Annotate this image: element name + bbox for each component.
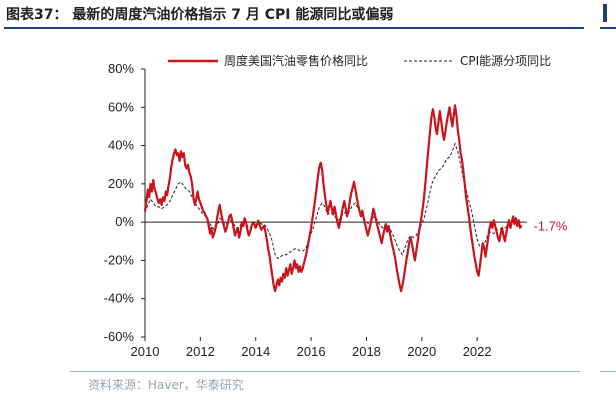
y-tick-label: 60% — [108, 99, 134, 114]
page-title: 图表37： 最新的周度汽油价格指示 7 月 CPI 能源同比或偏弱 — [6, 7, 394, 23]
chart-legend: 周度美国汽油零售价格同比 CPI能源分项同比 — [168, 53, 551, 68]
chart-lines — [143, 104, 523, 293]
title-divider-right — [600, 27, 616, 29]
x-tick-label: 2022 — [463, 344, 492, 359]
x-tick-label: 2016 — [297, 344, 326, 359]
chart-axes: 80% 60% 40% 20% 0% -20% -40% -60%2010 2012 2014 20… — [104, 61, 527, 359]
x-tick-label: 2010 — [131, 344, 160, 359]
edge-marker — [603, 4, 607, 22]
legend-label-gasoline: 周度美国汽油零售价格同比 — [224, 53, 368, 68]
y-tick-label: 0% — [115, 214, 134, 229]
y-tick-label: 20% — [108, 176, 134, 191]
series-line-gasoline — [143, 104, 523, 293]
y-tick-label: -60% — [104, 329, 135, 344]
x-tick-label: 2012 — [186, 344, 215, 359]
source-divider-right — [600, 371, 616, 372]
end-value-label: -1.7% — [533, 218, 567, 233]
source-divider — [70, 371, 580, 372]
source-note: 资料来源：Haver，华泰研究 — [88, 378, 244, 392]
legend-label-cpi: CPI能源分项同比 — [460, 54, 551, 68]
x-tick-label: 2014 — [241, 344, 270, 359]
y-tick-label: -20% — [104, 252, 135, 267]
x-tick-label: 2018 — [352, 344, 381, 359]
y-tick-label: 80% — [108, 61, 134, 76]
y-tick-label: -40% — [104, 291, 135, 306]
y-tick-label: 40% — [108, 138, 134, 153]
x-tick-label: 2020 — [407, 344, 436, 359]
title-divider — [4, 27, 584, 29]
series-line-cpi-energy — [144, 142, 522, 260]
